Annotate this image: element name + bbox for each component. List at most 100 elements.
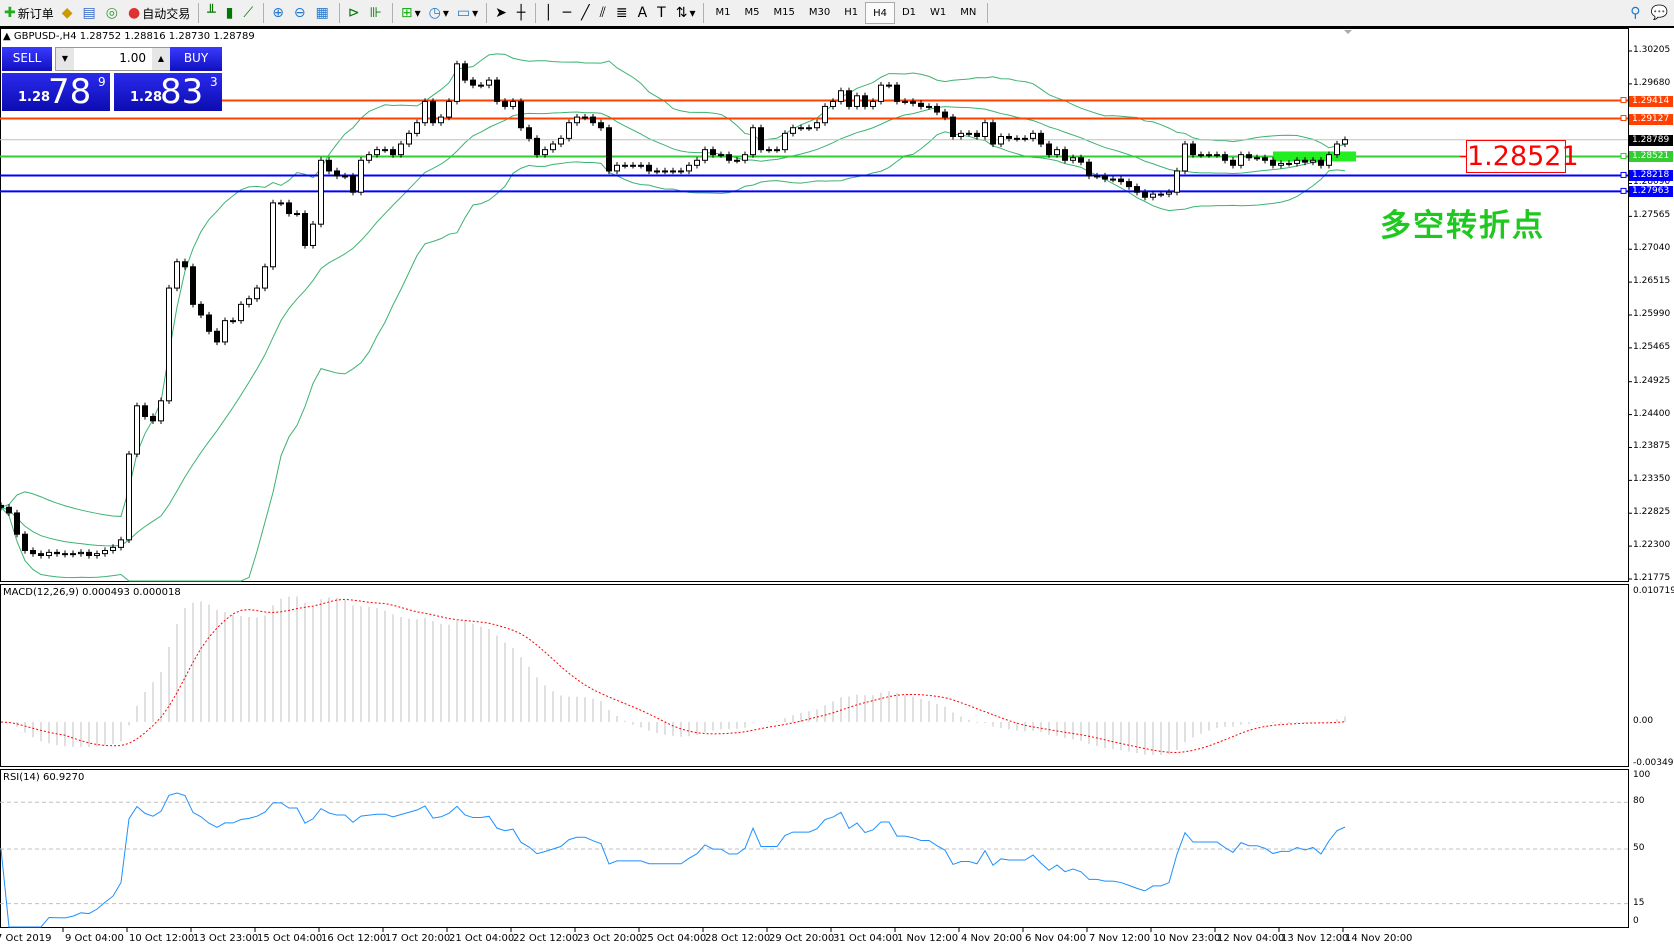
vertical-line-button[interactable]: │	[540, 2, 558, 24]
candle	[1254, 154, 1260, 161]
candle	[654, 167, 660, 175]
bar-chart-button[interactable]: ╨	[203, 2, 221, 24]
auto-trading-label: 自动交易	[142, 6, 191, 21]
candle-body-bull	[1110, 178, 1116, 181]
timeframe-mn[interactable]: MN	[960, 6, 977, 18]
search-button[interactable]: ⚲	[1626, 2, 1646, 24]
auto-trading-button[interactable]: ● 自动交易	[124, 2, 194, 24]
autoscroll-icon: ⊳	[347, 5, 360, 21]
zoom-in-button[interactable]: ⊕	[268, 2, 290, 24]
candle-body-bull	[790, 127, 796, 134]
candle-body-bear	[1126, 181, 1132, 188]
text-label-button[interactable]: T	[653, 2, 672, 24]
price-axis-label: 1.27040	[1633, 243, 1671, 254]
candle-body-bear	[1038, 132, 1044, 145]
candle-body-bear	[462, 63, 468, 81]
timeframe-d1[interactable]: D1	[901, 6, 917, 18]
candle	[470, 76, 476, 89]
candle	[494, 76, 500, 105]
navigator-button[interactable]: ▤	[79, 2, 102, 24]
sell-button[interactable]: SELL	[2, 47, 52, 71]
reversal-point-annotation[interactable]: 多空转折点	[1380, 208, 1545, 244]
periods-button[interactable]: ◷ ▾	[428, 5, 449, 21]
autoscroll-button[interactable]: ⊳	[344, 2, 366, 24]
timeframe-w1[interactable]: W1	[930, 6, 947, 18]
candle	[582, 113, 588, 121]
horizontal-line-button[interactable]: ─	[559, 2, 577, 24]
timeframe-m5[interactable]: M5	[744, 6, 760, 18]
text-label-icon: T	[657, 5, 666, 21]
template-icon: ▭	[456, 5, 471, 21]
candle-body-bull	[1014, 137, 1020, 140]
macd-axis-label: -0.003492	[1633, 758, 1674, 768]
candle-body-bull	[878, 84, 884, 102]
trendline-button[interactable]: ╱	[577, 2, 595, 24]
price-axis-label: 1.22300	[1633, 540, 1671, 551]
timeframe-m15[interactable]: M15	[773, 6, 795, 18]
candle-body-bear	[1246, 154, 1252, 159]
candle	[1238, 151, 1244, 169]
sell-price[interactable]: 1.28 78 9	[2, 73, 110, 111]
zoom-out-button[interactable]: ⊖	[290, 2, 312, 24]
horizontal-line-icon: ─	[562, 5, 572, 21]
text-button[interactable]: A	[634, 2, 654, 24]
candle	[454, 60, 460, 105]
lot-size-input[interactable]: ▼ 1.00 ▲	[55, 47, 171, 71]
chart-shift-button[interactable]: ⊪	[366, 2, 388, 24]
candle-body-bull	[622, 164, 628, 167]
crosshair-button[interactable]: ┼	[513, 2, 531, 24]
timeframe-m1[interactable]: M1	[715, 6, 731, 18]
signals-button[interactable]: ◎	[102, 2, 124, 24]
candle-body-bear	[534, 137, 540, 156]
buy-button[interactable]: BUY	[170, 47, 222, 71]
timeframe-h4[interactable]: H4	[865, 2, 895, 24]
tile-windows-button[interactable]: ▦	[312, 2, 335, 24]
candle-body-bull	[558, 137, 564, 145]
candle-body-bull	[238, 303, 244, 322]
timeframe-h1[interactable]: H1	[844, 6, 859, 18]
indicators-button[interactable]: ⊞ ▾	[400, 5, 421, 21]
candle-body-bull	[310, 223, 316, 246]
candle	[254, 284, 260, 302]
candle	[694, 157, 700, 169]
candle	[1110, 175, 1116, 183]
lot-increase-button[interactable]: ▲	[152, 48, 170, 70]
candle	[1158, 190, 1164, 198]
new-order-button[interactable]: ✚ 新订单	[0, 2, 58, 24]
candle-body-bull	[478, 84, 484, 87]
candle	[406, 130, 412, 148]
arrows-button[interactable]: ⇅ ▾	[675, 5, 696, 21]
chat-button[interactable]: 💬	[1647, 2, 1674, 24]
separator	[486, 3, 488, 23]
candle	[38, 550, 44, 559]
equidistant-channel-button[interactable]: ⫽	[596, 2, 612, 24]
candle-body-bull	[806, 127, 812, 130]
gold-bars-icon: ◆	[61, 5, 73, 21]
candle	[342, 172, 348, 180]
separator	[391, 3, 393, 23]
fibonacci-button[interactable]: ≣	[612, 2, 634, 24]
buy-price[interactable]: 1.28 83 3	[114, 73, 222, 111]
cursor-button[interactable]: ➤	[491, 2, 513, 24]
price-annotation-label[interactable]: 1.28521	[1466, 140, 1579, 173]
line-chart-button[interactable]: ⟋	[239, 2, 259, 24]
templates-button[interactable]: ▭ ▾	[456, 5, 479, 21]
candle	[246, 295, 252, 308]
candle-body-bull	[742, 154, 748, 161]
candle-body-bull	[1294, 159, 1300, 164]
lot-decrease-button[interactable]: ▼	[56, 48, 74, 70]
candle-body-bull	[1094, 175, 1100, 178]
candle	[1182, 140, 1188, 175]
candle	[334, 167, 340, 180]
candle	[686, 162, 692, 175]
candle-body-bull	[566, 122, 572, 139]
candle-body-bull	[294, 213, 300, 216]
candlestick-button[interactable]: ▮	[222, 2, 240, 24]
candle	[526, 124, 532, 142]
candle-body-bull	[614, 164, 620, 172]
timeframe-m30[interactable]: M30	[808, 6, 831, 18]
market-watch-button[interactable]: ◆	[58, 2, 79, 24]
candle-body-bear	[758, 127, 764, 151]
candle	[894, 82, 900, 105]
